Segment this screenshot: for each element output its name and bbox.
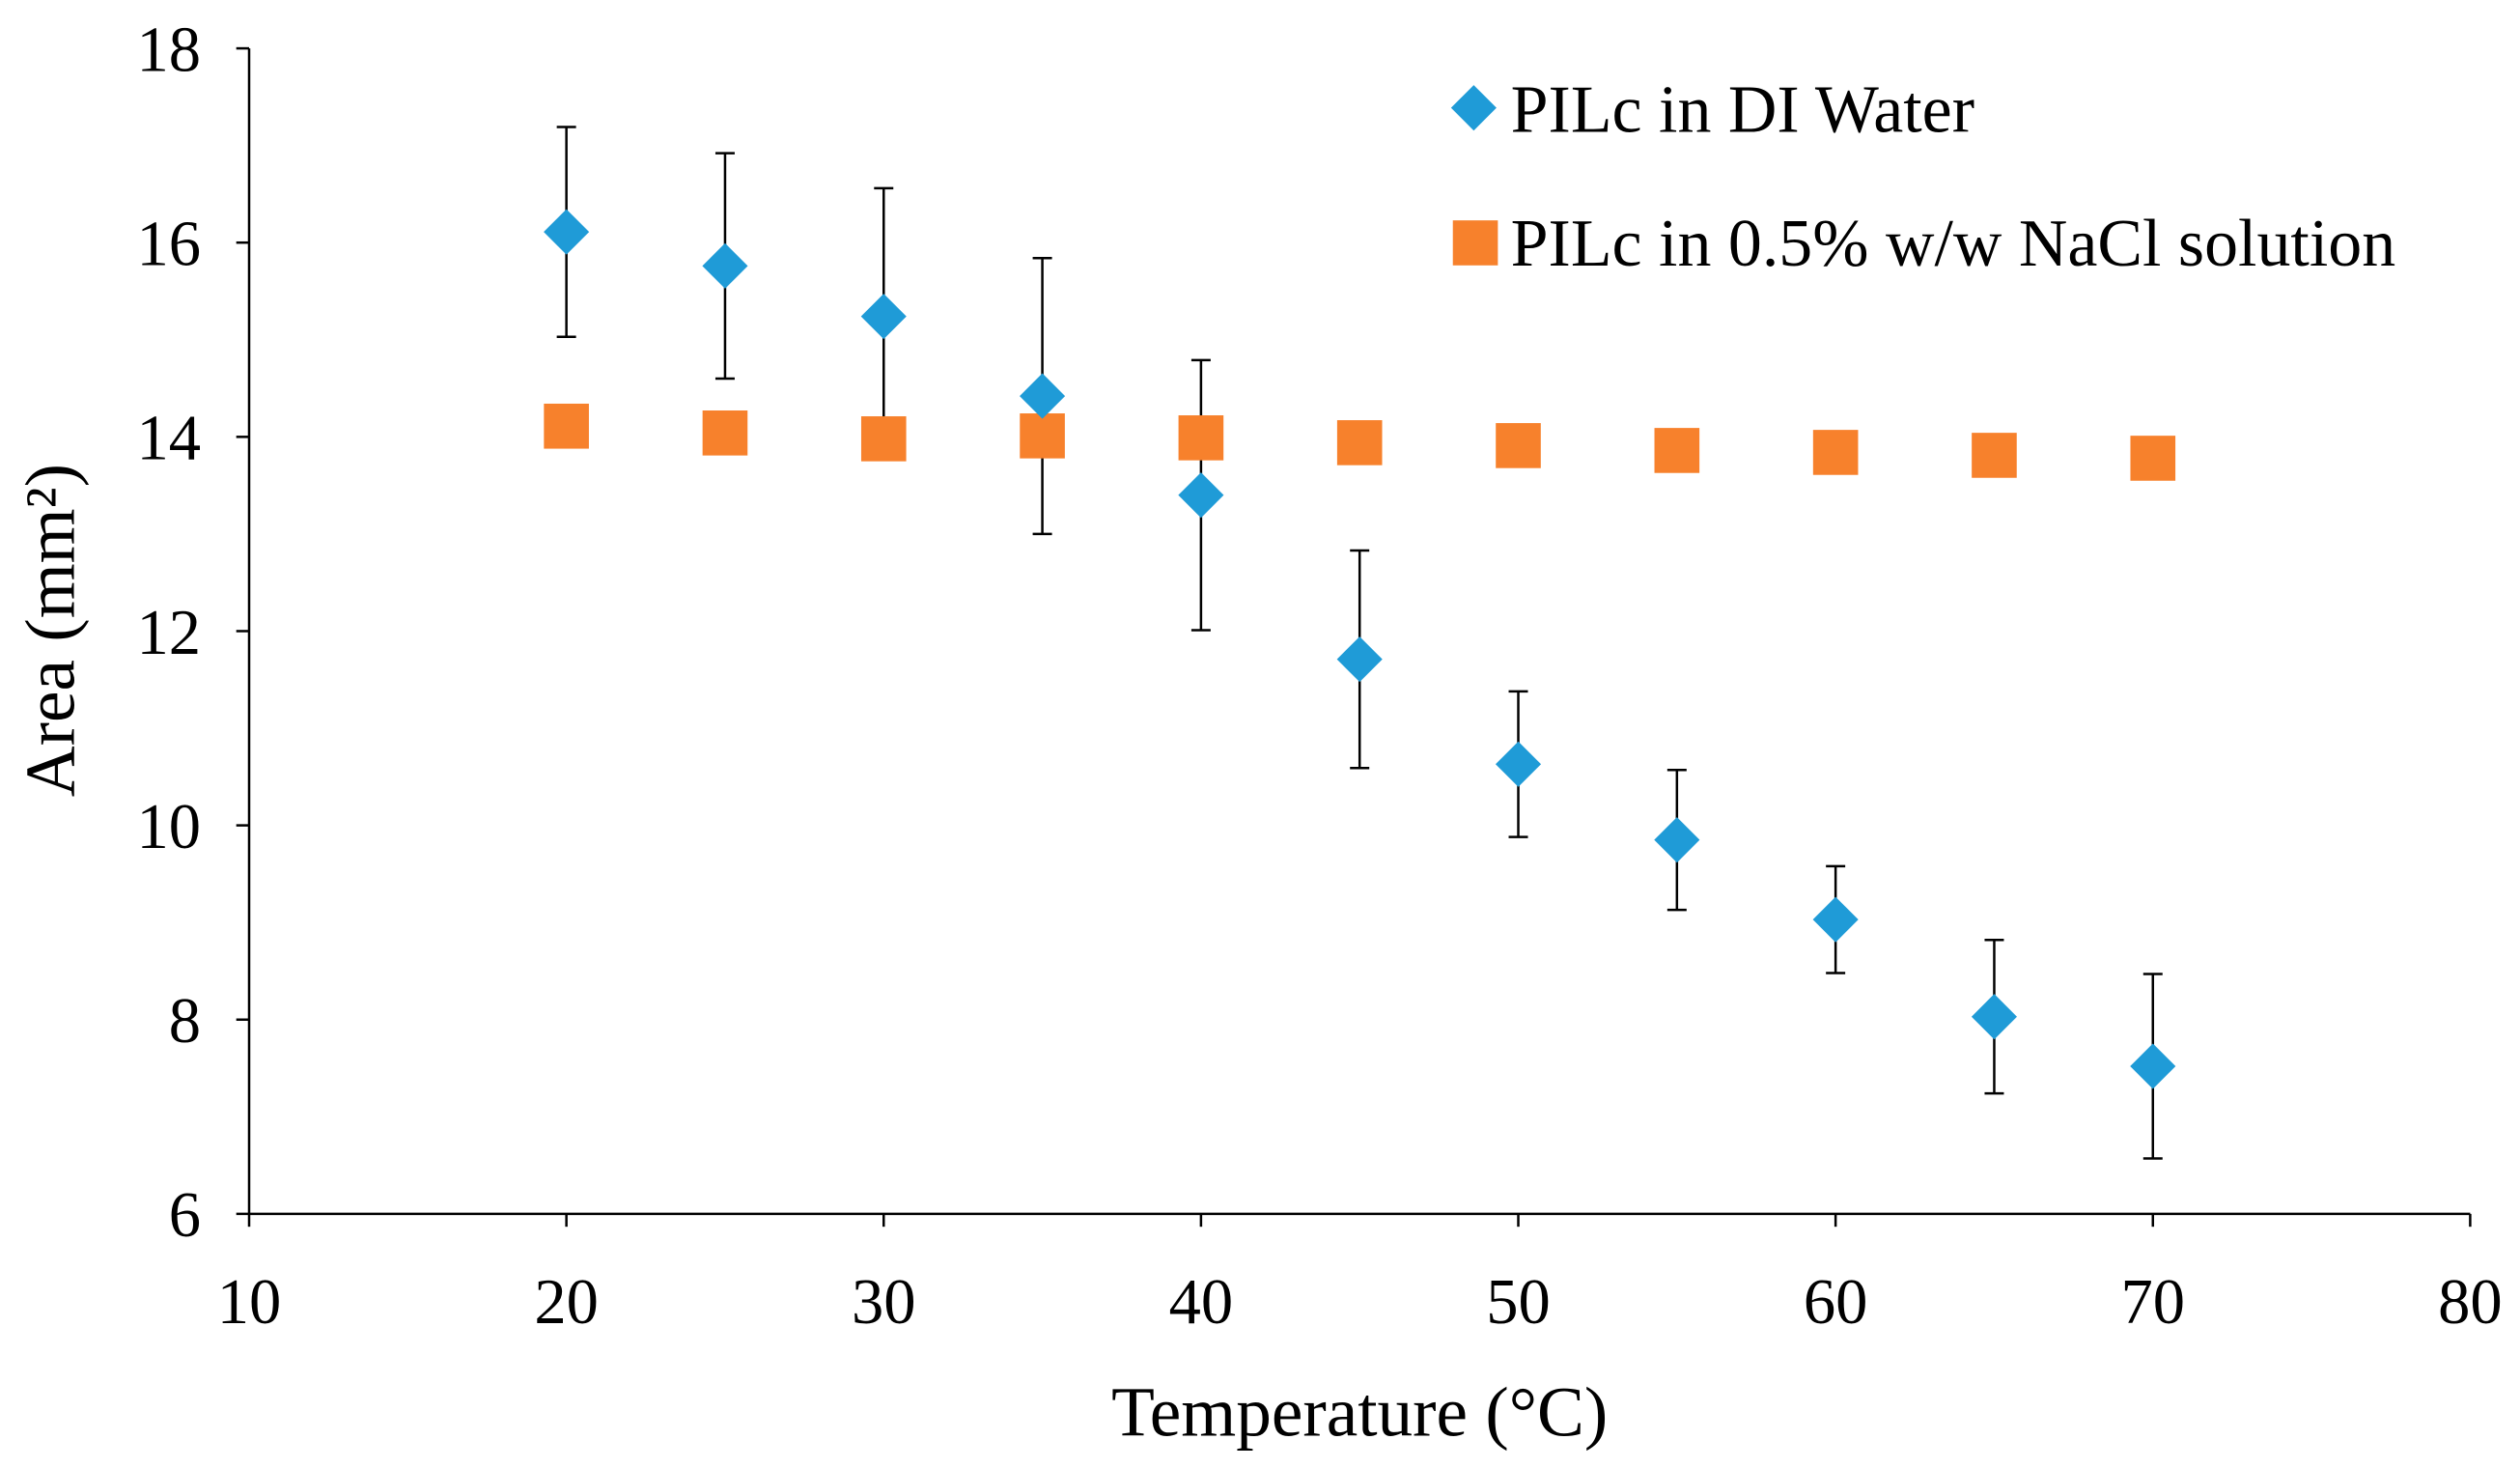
y-tick-label: 16	[136, 210, 201, 280]
legend: PILc in DI Water PILc in 0.5% w/w NaCl s…	[1450, 73, 2396, 281]
nacl-data-point	[1972, 433, 2017, 478]
nacl-data-point	[1178, 415, 1224, 461]
y-tick-label: 6	[169, 1180, 201, 1251]
y-axis-label: Area (mm²)	[12, 464, 90, 797]
x-tick-label: 80	[2438, 1267, 2503, 1338]
y-tick-label: 10	[136, 792, 201, 862]
legend-label-di-water: PILc in DI Water	[1511, 73, 1974, 148]
nacl-data-point	[1654, 428, 1700, 473]
x-tick-label: 30	[852, 1267, 916, 1338]
di-water-data-point	[544, 209, 590, 255]
x-tick-label: 70	[2120, 1267, 2185, 1338]
data-points	[544, 209, 2176, 1089]
legend-label-nacl: PILc in 0.5% w/w NaCl solution	[1511, 207, 2396, 281]
y-tick-label: 14	[136, 404, 201, 474]
legend-marker-square	[1452, 220, 1498, 266]
x-tick-label: 50	[1486, 1267, 1551, 1338]
nacl-data-point	[1812, 430, 1859, 475]
axes: 10 20 30 40 50 60 70 80 6 8 10 12 14 16 18	[136, 14, 2502, 1338]
di-water-data-point	[1020, 373, 1066, 419]
x-tick-label: 60	[1804, 1267, 1868, 1338]
di-water-data-point	[1971, 994, 2017, 1040]
legend-marker-diamond	[1450, 85, 1497, 131]
di-water-data-point	[1654, 817, 1700, 863]
di-water-data-point	[1336, 636, 1383, 683]
di-water-data-point	[1812, 896, 1859, 943]
di-water-data-point	[860, 294, 907, 340]
nacl-data-point	[1496, 423, 1541, 468]
di-water-data-point	[1495, 741, 1542, 787]
di-water-data-point	[1178, 472, 1224, 519]
x-tick-label: 10	[217, 1267, 282, 1338]
nacl-data-point	[1336, 420, 1383, 466]
x-tick-label: 40	[1169, 1267, 1234, 1338]
di-water-data-point	[702, 242, 748, 289]
y-tick-label: 12	[136, 598, 201, 668]
nacl-data-point	[1020, 413, 1065, 459]
x-axis-label: Temperature (°C)	[1111, 1373, 1608, 1452]
y-tick-label: 8	[169, 986, 201, 1057]
x-tick-label: 20	[534, 1267, 599, 1338]
nacl-data-point	[860, 416, 907, 462]
di-water-data-point	[2130, 1043, 2176, 1089]
y-tick-label: 18	[136, 14, 201, 85]
nacl-data-point	[702, 410, 748, 456]
nacl-data-point	[544, 403, 589, 449]
nacl-data-point	[2130, 436, 2176, 481]
